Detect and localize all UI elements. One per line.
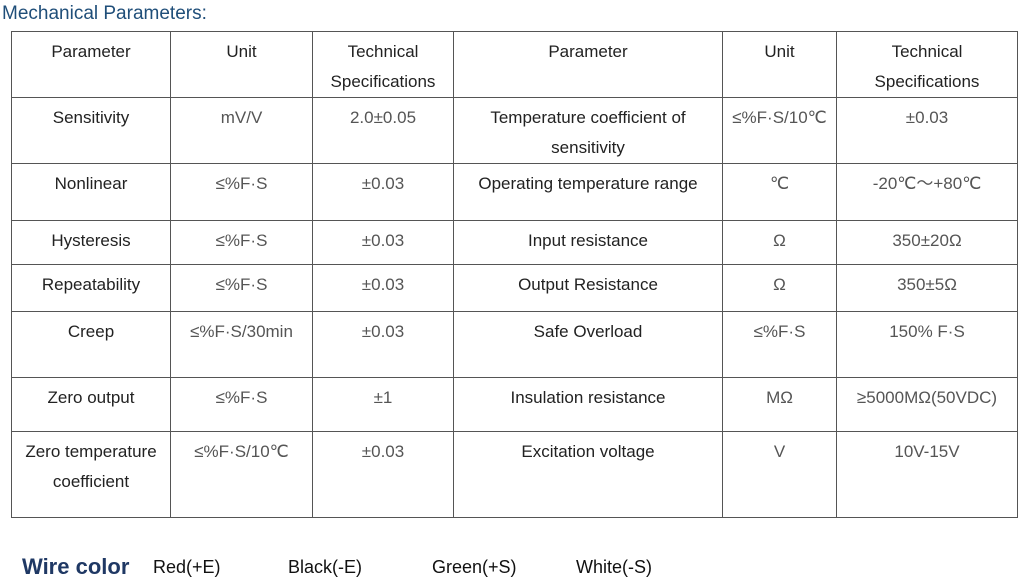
- header-row: Parameter Unit Technical Specifications Par…: [11, 31, 1018, 98]
- table-row: Nonlinear ≤%F·S ±0.03 Operating temperature…: [11, 163, 1018, 221]
- table-cell: ≥5000MΩ(50VDC): [836, 377, 1018, 432]
- table-cell: Sensitivity: [11, 97, 171, 164]
- table-cell: ±0.03: [312, 264, 454, 312]
- table-cell: V: [722, 431, 837, 518]
- table-cell: ≤%F·S/10℃: [722, 97, 837, 164]
- section-title: Mechanical Parameters:: [2, 3, 207, 24]
- table-cell: ≤%F·S/30min: [170, 311, 313, 378]
- table-cell: ℃: [722, 163, 837, 221]
- table-row: Zero temperature coefficient ≤%F·S/10℃ ±0.…: [11, 431, 1018, 518]
- table-cell: ±0.03: [312, 220, 454, 265]
- table-cell: ±0.03: [836, 97, 1018, 164]
- table-cell: Ω: [722, 264, 837, 312]
- table-cell: Operating temperature range: [453, 163, 723, 221]
- header-cell: Technical Specifications: [836, 31, 1018, 98]
- table-cell: ≤%F·S: [170, 377, 313, 432]
- wire-color-item: Red(+E): [153, 557, 221, 577]
- table-cell: Repeatability: [11, 264, 171, 312]
- table-cell: ≤%F·S: [170, 264, 313, 312]
- header-cell: Technical Specifications: [312, 31, 454, 98]
- table-cell: mV/V: [170, 97, 313, 164]
- table-cell: 350±20Ω: [836, 220, 1018, 265]
- table-row: Zero output ≤%F·S ±1 Insulation resistance M…: [11, 377, 1018, 432]
- table-cell: Temperature coefficient of sensitivity: [453, 97, 723, 164]
- wire-color-item: White(-S): [576, 557, 652, 577]
- table-row: Repeatability ≤%F·S ±0.03 Output Resistance…: [11, 264, 1018, 312]
- table-cell: ≤%F·S: [170, 163, 313, 221]
- header-cell: Unit: [170, 31, 313, 98]
- table-cell: Ω: [722, 220, 837, 265]
- table-cell: ±0.03: [312, 311, 454, 378]
- table-cell: 2.0±0.05: [312, 97, 454, 164]
- table-cell: Hysteresis: [11, 220, 171, 265]
- table-cell: Nonlinear: [11, 163, 171, 221]
- table-cell: -20℃～+80℃: [836, 163, 1018, 221]
- table-cell: ≤%F·S: [170, 220, 313, 265]
- table-cell: MΩ: [722, 377, 837, 432]
- table-cell: ±0.03: [312, 163, 454, 221]
- table-cell: 150% F·S: [836, 311, 1018, 378]
- wire-color-item: Black(-E): [288, 557, 363, 577]
- table-row: Creep ≤%F·S/30min ±0.03 Safe Overload ≤%F·S 1…: [11, 311, 1018, 378]
- table-cell: 10V-15V: [836, 431, 1018, 518]
- wire-color-label: Wire color: [22, 554, 130, 579]
- table-cell: Excitation voltage: [453, 431, 723, 518]
- header-cell: Parameter: [11, 31, 171, 98]
- table-cell: Zero output: [11, 377, 171, 432]
- header-cell: Parameter: [453, 31, 723, 98]
- table-cell: ±1: [312, 377, 454, 432]
- table-cell: ≤%F·S: [722, 311, 837, 378]
- table-cell: 350±5Ω: [836, 264, 1018, 312]
- table-cell: ≤%F·S/10℃: [170, 431, 313, 518]
- table-cell: ±0.03: [312, 431, 454, 518]
- table-cell: Input resistance: [453, 220, 723, 265]
- table-cell: Zero temperature coefficient: [11, 431, 171, 518]
- table-row: Hysteresis ≤%F·S ±0.03 Input resistance Ω 350…: [11, 220, 1018, 265]
- table-cell: Safe Overload: [453, 311, 723, 378]
- table-cell: Creep: [11, 311, 171, 378]
- table-cell: Insulation resistance: [453, 377, 723, 432]
- parameters-table: Parameter Unit Technical Specifications Par…: [11, 31, 1018, 518]
- table-row: Sensitivity mV/V 2.0±0.05 Temperature coeff…: [11, 97, 1018, 164]
- wire-color-item: Green(+S): [432, 557, 517, 577]
- table-cell: Output Resistance: [453, 264, 723, 312]
- header-cell: Unit: [722, 31, 837, 98]
